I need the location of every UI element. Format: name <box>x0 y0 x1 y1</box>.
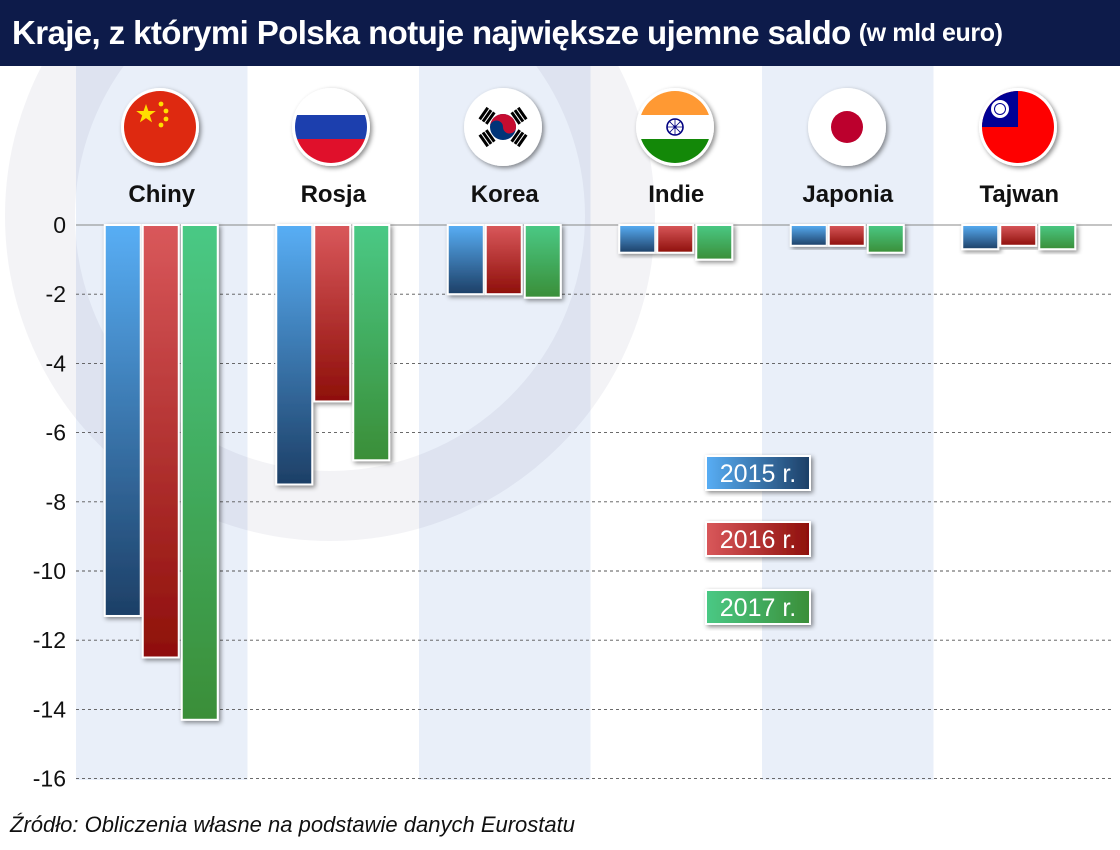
bar-korea-2017 <box>523 224 562 299</box>
legend-item-2016: 2016 r. <box>705 521 811 557</box>
category-labels: Chiny Rosja Korea Indie Japonia Tajwan <box>128 181 1059 208</box>
legend-swatch <box>705 589 811 625</box>
watermark-logo <box>5 66 655 541</box>
bar-indie-2015 <box>618 224 657 254</box>
bars <box>103 224 1077 721</box>
gridlines <box>76 224 1112 780</box>
band-japonia <box>762 66 934 780</box>
y-tick-label: -14 <box>33 696 66 722</box>
legend-swatch <box>705 455 811 491</box>
y-tick-label: -2 <box>46 281 66 307</box>
band-korea <box>419 66 591 780</box>
bar-indie-2016 <box>656 224 695 254</box>
bar-chiny-2015 <box>103 224 142 617</box>
taiwan-flag-icon <box>979 88 1057 166</box>
south-korea-flag-icon <box>464 88 542 166</box>
legend-label: 2016 r. <box>720 526 796 554</box>
country-flags <box>121 88 1057 166</box>
category-label: Tajwan <box>979 181 1059 208</box>
bar-chiny-2017 <box>180 224 219 721</box>
category-label: Korea <box>471 181 540 208</box>
source-note: Źródło: Obliczenia własne na podstawie d… <box>10 812 575 837</box>
bar-rosja-2016 <box>313 224 352 403</box>
russia-flag-icon <box>292 88 370 166</box>
y-tick-label: -12 <box>33 627 66 653</box>
column-bands <box>76 66 934 780</box>
bar-korea-2015 <box>446 224 485 296</box>
chart-unit: (w mld euro) <box>858 18 1003 47</box>
bar-korea-2016 <box>484 224 523 296</box>
bar-japonia-2017 <box>866 224 905 254</box>
y-axis-ticks: 0 -2 -4 -6 -8 -10 -12 -14 -16 <box>33 212 66 792</box>
legend: 2015 r. 2016 r. 2017 r. <box>705 455 811 625</box>
bar-tajwan-2016 <box>999 224 1038 247</box>
bar-chiny-2016 <box>141 224 180 659</box>
bar-japonia-2016 <box>827 224 866 247</box>
bar-chart: 0 -2 -4 -6 -8 -10 -12 -14 -16 <box>5 66 1112 792</box>
india-flag-icon <box>636 88 714 166</box>
category-label: Chiny <box>128 181 195 208</box>
bar-rosja-2015 <box>275 224 314 486</box>
legend-label: 2017 r. <box>720 594 796 622</box>
y-tick-label: -6 <box>46 420 66 446</box>
y-tick-label: -4 <box>46 350 67 376</box>
title-bar: Kraje, z którymi Polska notuje największ… <box>0 0 1120 66</box>
legend-item-2015: 2015 r. <box>705 455 811 491</box>
y-tick-label: 0 <box>53 212 66 238</box>
y-tick-label: -10 <box>33 558 66 584</box>
chart-title: Kraje, z którymi Polska notuje największ… <box>12 14 851 51</box>
bar-japonia-2015 <box>789 224 828 247</box>
legend-item-2017: 2017 r. <box>705 589 811 625</box>
y-tick-label: -8 <box>46 489 66 515</box>
china-flag-icon <box>121 88 199 166</box>
category-label: Indie <box>648 181 704 208</box>
bar-rosja-2017 <box>352 224 391 462</box>
legend-swatch <box>705 521 811 557</box>
y-tick-label: -16 <box>33 766 66 792</box>
category-label: Rosja <box>301 181 367 208</box>
bar-tajwan-2015 <box>961 224 1000 251</box>
category-label: Japonia <box>802 181 893 208</box>
bar-indie-2017 <box>695 224 734 261</box>
japan-flag-icon <box>808 88 886 166</box>
bar-tajwan-2017 <box>1038 224 1077 251</box>
legend-label: 2015 r. <box>720 460 796 488</box>
